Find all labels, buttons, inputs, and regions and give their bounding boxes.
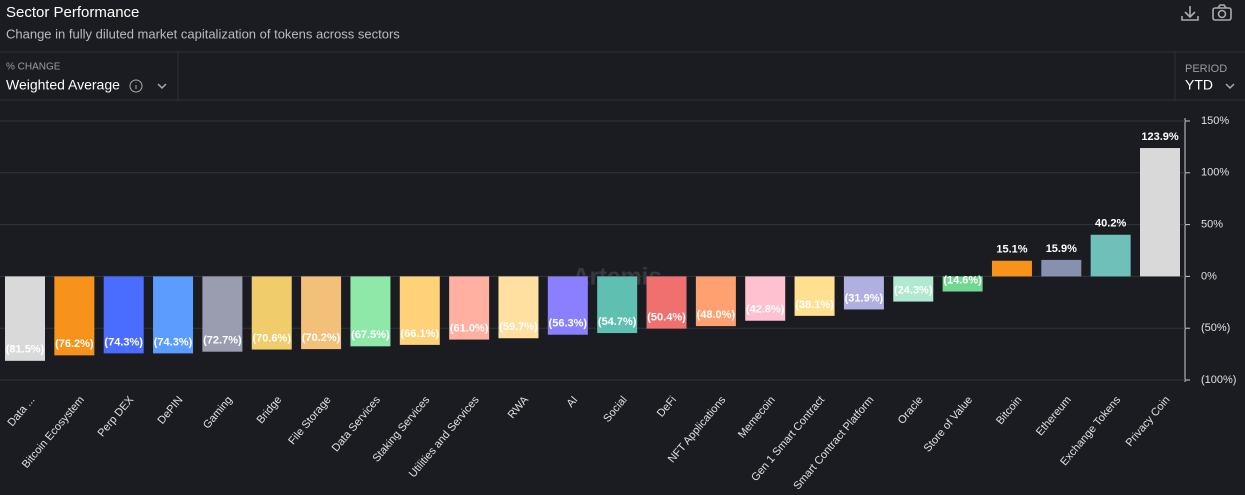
bar (646, 276, 687, 329)
bar (301, 276, 342, 350)
data-label: 15.9% (1046, 243, 1077, 255)
camera-icon[interactable] (1212, 4, 1232, 21)
data-label: (56.3%) (549, 318, 588, 330)
bar (54, 276, 95, 356)
y-tick-label: 100% (1201, 167, 1229, 179)
data-label: (14.6%) (943, 274, 982, 286)
data-label: 40.2% (1095, 218, 1126, 230)
bar (893, 276, 934, 302)
bar (597, 276, 638, 334)
info-icon[interactable] (129, 79, 143, 93)
bar (843, 276, 884, 310)
bar (153, 276, 194, 354)
data-label: (59.7%) (499, 321, 538, 333)
chart-title: Sector Performance (6, 4, 139, 21)
metric-dropdown[interactable]: Weighted Average (6, 77, 167, 93)
data-label: (74.3%) (104, 336, 143, 348)
bar (1140, 148, 1180, 277)
period-dropdown[interactable]: YTD (1185, 77, 1235, 93)
data-label: (42.8%) (746, 304, 785, 316)
bar (350, 276, 391, 347)
data-label: (61.0%) (450, 323, 489, 335)
data-label: (76.2%) (55, 338, 94, 350)
y-tick-label: 50% (1201, 219, 1223, 231)
download-icon[interactable] (1181, 6, 1199, 21)
bar (449, 276, 490, 340)
data-label: 123.9% (1141, 131, 1179, 143)
metric-label: % CHANGE (6, 62, 61, 73)
bar (399, 276, 440, 345)
metric-value[interactable]: Weighted Average (6, 77, 120, 93)
data-label: (38.1%) (795, 299, 834, 311)
bar (695, 276, 736, 327)
bar (498, 276, 539, 339)
data-label: (81.5%) (6, 344, 45, 356)
data-label: (66.1%) (401, 328, 440, 340)
y-tick-label: (50%) (1201, 322, 1230, 334)
bar (251, 276, 292, 350)
bar (991, 260, 1032, 277)
bar (1041, 259, 1082, 277)
data-label: (70.6%) (252, 332, 291, 344)
data-label: 15.1% (996, 244, 1027, 256)
data-label: (48.0%) (697, 309, 736, 321)
period-value[interactable]: YTD (1185, 77, 1213, 93)
bar (942, 276, 983, 292)
y-tick-label: 0% (1201, 270, 1217, 282)
data-label: (54.7%) (598, 316, 637, 328)
chevron (1225, 83, 1235, 90)
data-label: (31.9%) (845, 292, 884, 304)
data-label: (50.4%) (647, 312, 686, 324)
data-label: (24.3%) (894, 284, 933, 296)
bar (794, 276, 835, 316)
chart-subtitle: Change in fully diluted market capitaliz… (6, 26, 400, 41)
chevron (157, 83, 167, 90)
bar (5, 276, 45, 361)
period-label: PERIOD (1185, 63, 1227, 75)
bar (745, 276, 786, 321)
bar (103, 276, 144, 354)
data-label: (67.5%) (351, 329, 390, 341)
bar (1090, 234, 1131, 277)
data-label: (70.2%) (302, 332, 341, 344)
bar (202, 276, 243, 352)
data-label: (72.7%) (203, 335, 242, 347)
data-label: (74.3%) (154, 336, 193, 348)
y-tick-label: 150% (1201, 115, 1229, 127)
y-tick-label: (100%) (1201, 374, 1236, 386)
bar (547, 276, 588, 335)
